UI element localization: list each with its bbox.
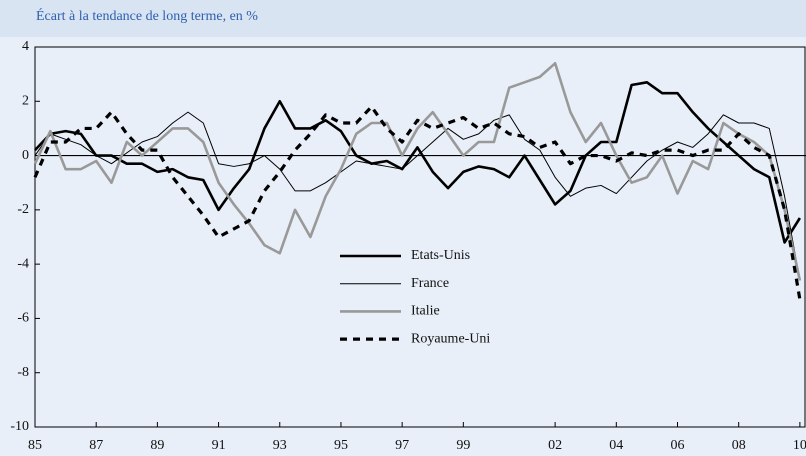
series-line xyxy=(34,80,801,244)
header-band xyxy=(0,0,806,37)
y-tick-label: 2 xyxy=(22,94,29,109)
y-tick-label: -8 xyxy=(17,365,29,380)
x-tick-label: 08 xyxy=(732,438,746,453)
legend-label: Etats-Unis xyxy=(411,248,470,263)
x-tick-label: 97 xyxy=(395,438,409,453)
legend-label: Italie xyxy=(411,304,440,319)
legend-label: Royaume-Uni xyxy=(411,331,490,346)
x-tick-label: 95 xyxy=(334,438,348,453)
y-tick-label: -2 xyxy=(17,202,29,217)
x-tick-label: 99 xyxy=(456,438,470,453)
x-tick-label: 91 xyxy=(212,438,226,453)
x-tick-label: 93 xyxy=(273,438,287,453)
x-tick-label: 10 xyxy=(793,438,806,453)
series-line xyxy=(33,105,802,300)
x-tick-label: 02 xyxy=(548,438,562,453)
legend-label: France xyxy=(411,276,449,291)
x-tick-label: 06 xyxy=(671,438,685,453)
chart-subtitle: Écart à la tendance de long terme, en % xyxy=(36,9,258,24)
y-tick-label: -10 xyxy=(10,419,29,434)
x-tick-label: 85 xyxy=(28,438,42,453)
y-tick-label: 4 xyxy=(22,39,29,54)
y-tick-label: 0 xyxy=(22,148,29,163)
plot-frame xyxy=(34,46,806,428)
x-tick-label: 87 xyxy=(89,438,103,453)
y-tick-label: -6 xyxy=(17,311,29,326)
x-tick-label: 04 xyxy=(609,438,623,453)
x-tick-label: 89 xyxy=(150,438,164,453)
series-line xyxy=(33,61,802,281)
y-tick-label: -4 xyxy=(17,256,29,271)
series-line xyxy=(34,111,801,281)
